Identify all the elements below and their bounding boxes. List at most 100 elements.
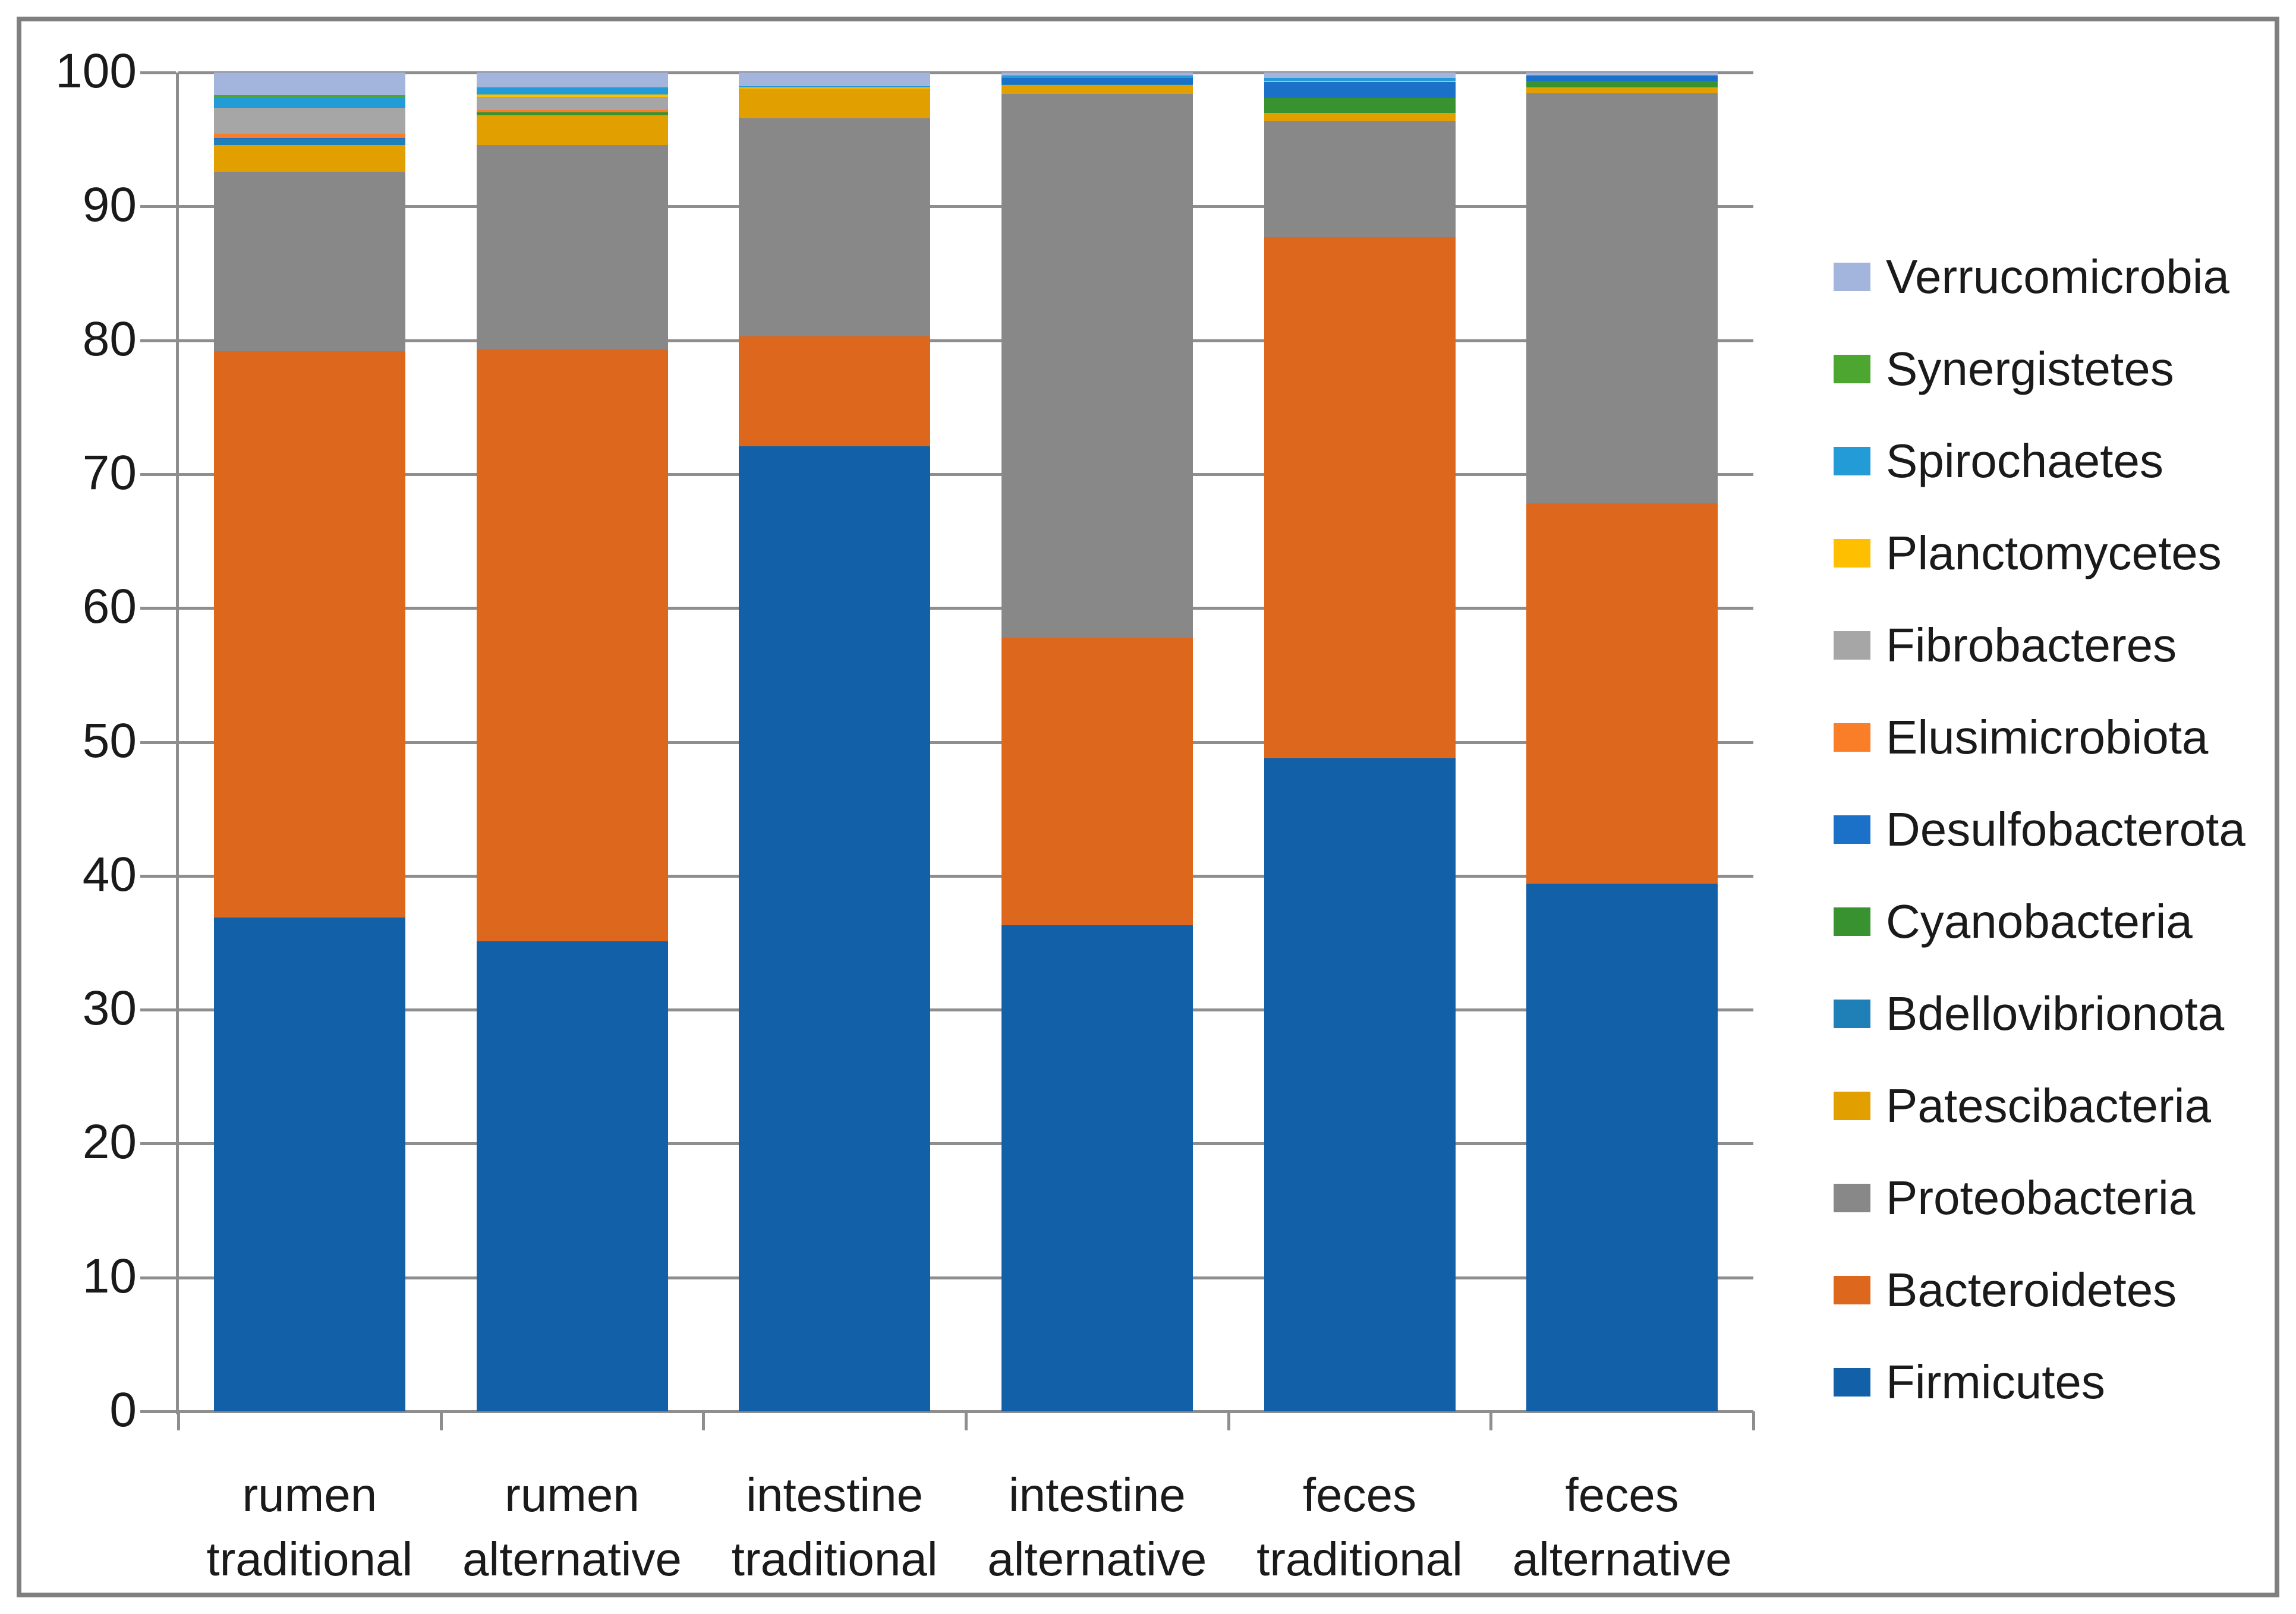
legend-label: Verrucomicrobia xyxy=(1886,250,2230,303)
gridline-y-50 xyxy=(178,740,1753,744)
bar-segment-patescibacteria xyxy=(213,144,405,172)
bar-segment-cyanobacteria xyxy=(476,112,668,116)
legend-item-elusimicrobiota: Elusimicrobiota xyxy=(1834,691,2208,783)
bar-segment-spirochaetes xyxy=(213,97,405,108)
legend-item-bacteroidetes: Bacteroidetes xyxy=(1834,1244,2177,1336)
bar-segment-patescibacteria xyxy=(739,89,931,118)
bar-segment-bacteroidetes xyxy=(476,349,668,942)
bar-segment-bacteroidetes xyxy=(1526,503,1718,884)
stacked-bar-rumen-traditional xyxy=(213,72,405,1411)
stacked-bar-intestine-alternative xyxy=(1001,72,1193,1411)
legend-swatch-icon xyxy=(1834,354,1870,383)
bar-segment-verrucomicrobia xyxy=(1001,72,1193,75)
legend-label: Synergistetes xyxy=(1886,342,2174,395)
x-tick xyxy=(1752,1411,1755,1430)
gridline-y-10 xyxy=(178,1276,1753,1279)
bar-segment-proteobacteria xyxy=(1001,94,1193,638)
gridline-y-100 xyxy=(178,71,1753,74)
legend-swatch-icon xyxy=(1834,815,1870,844)
gridline-y-40 xyxy=(178,874,1753,878)
legend-swatch-icon xyxy=(1834,631,1870,660)
y-tick xyxy=(140,874,176,878)
legend-item-desulfobacterota: Desulfobacterota xyxy=(1834,783,2245,875)
y-tick-label: 50 xyxy=(82,713,137,768)
bar-segment-desulfobacterota xyxy=(1526,75,1718,81)
x-category-label-line1: rumen xyxy=(505,1468,640,1521)
x-tick xyxy=(1227,1411,1230,1430)
bar-segment-verrucomicrobia xyxy=(1264,72,1456,78)
legend-swatch-icon xyxy=(1834,1183,1870,1212)
y-tick-label: 0 xyxy=(109,1383,137,1437)
bar-segment-firmicutes xyxy=(739,446,931,1411)
x-tick xyxy=(1489,1411,1493,1430)
x-tick xyxy=(965,1411,968,1430)
bar-segment-verrucomicrobia xyxy=(213,72,405,96)
legend-item-planctomycetes: Planctomycetes xyxy=(1834,507,2222,599)
bar-segment-bdellovibrionota xyxy=(1001,84,1193,86)
y-tick-label: 10 xyxy=(82,1249,137,1303)
legend-item-fibrobacteres: Fibrobacteres xyxy=(1834,599,2177,691)
bar-segment-fibrobacteres xyxy=(213,108,405,134)
x-category-label: feces alternative xyxy=(1485,1463,1759,1591)
y-tick xyxy=(140,1008,176,1012)
legend-label: Planctomycetes xyxy=(1886,526,2222,579)
bar-segment-bdellovibrionota xyxy=(213,138,405,145)
x-category-label-line1: intestine xyxy=(746,1468,924,1521)
legend-label: Proteobacteria xyxy=(1886,1171,2196,1224)
y-tick xyxy=(140,1410,176,1413)
bar-segment-bacteroidetes xyxy=(1001,637,1193,926)
y-tick xyxy=(140,1142,176,1146)
y-tick xyxy=(140,607,176,610)
stacked-bar-rumen-alternative xyxy=(476,72,668,1411)
legend-swatch-icon xyxy=(1834,1275,1870,1304)
legend-item-proteobacteria: Proteobacteria xyxy=(1834,1152,2195,1244)
bar-segment-spirochaetes xyxy=(1001,75,1193,78)
bar-segment-cyanobacteria xyxy=(1264,97,1456,113)
bar-segment-firmicutes xyxy=(1264,758,1456,1411)
x-category-label: intestine alternative xyxy=(960,1463,1234,1591)
gridline-y-30 xyxy=(178,1008,1753,1012)
bar-segment-firmicutes xyxy=(1001,925,1193,1411)
legend-label: Firmicutes xyxy=(1886,1355,2105,1408)
gridline-y-90 xyxy=(178,205,1753,209)
legend-label: Patescibacteria xyxy=(1886,1079,2211,1132)
bar-segment-elusimicrobiota xyxy=(476,110,668,112)
y-tick xyxy=(140,1276,176,1279)
legend-swatch-icon xyxy=(1834,999,1870,1028)
y-tick xyxy=(140,339,176,342)
legend-swatch-icon xyxy=(1834,1091,1870,1120)
stacked-bar-feces-traditional xyxy=(1264,72,1456,1411)
x-category-label-line2: traditional xyxy=(731,1533,938,1585)
bar-segment-patescibacteria xyxy=(476,115,668,145)
bar-segment-proteobacteria xyxy=(213,171,405,351)
gridline-y-70 xyxy=(178,472,1753,476)
x-category-label-line2: traditional xyxy=(1256,1533,1463,1585)
bar-segment-firmicutes xyxy=(213,917,405,1411)
legend-swatch-icon xyxy=(1834,446,1870,475)
y-tick-label: 30 xyxy=(82,981,137,1036)
plot-area xyxy=(140,71,1755,1430)
bar-segment-verrucomicrobia xyxy=(476,72,668,87)
bar-segment-firmicutes xyxy=(1526,884,1718,1411)
stacked-bar-intestine-traditional xyxy=(739,72,931,1411)
legend-swatch-icon xyxy=(1834,1367,1870,1397)
legend-item-verrucomicrobia: Verrucomicrobia xyxy=(1834,231,2229,323)
y-tick xyxy=(140,472,176,476)
x-tick xyxy=(439,1411,443,1430)
bar-segment-spirochaetes xyxy=(1264,78,1456,81)
bar-segment-patescibacteria xyxy=(1264,112,1456,122)
bar-segment-synergistetes xyxy=(476,87,668,88)
y-tick-label: 100 xyxy=(55,44,137,98)
bar-segment-patescibacteria xyxy=(1001,85,1193,94)
legend-item-spirochaetes: Spirochaetes xyxy=(1834,415,2163,507)
y-tick-label: 70 xyxy=(82,445,137,500)
bar-segment-elusimicrobiota xyxy=(213,133,405,138)
bar-segment-verrucomicrobia xyxy=(739,72,931,86)
legend-label: Spirochaetes xyxy=(1886,434,2163,487)
bar-segment-spirochaetes xyxy=(739,86,931,87)
bar-segment-planctomycetes xyxy=(1264,80,1456,82)
legend-item-patescibacteria: Patescibacteria xyxy=(1834,1060,2211,1152)
x-category-label: intestine traditional xyxy=(698,1463,971,1591)
x-category-label: rumen traditional xyxy=(173,1463,446,1591)
